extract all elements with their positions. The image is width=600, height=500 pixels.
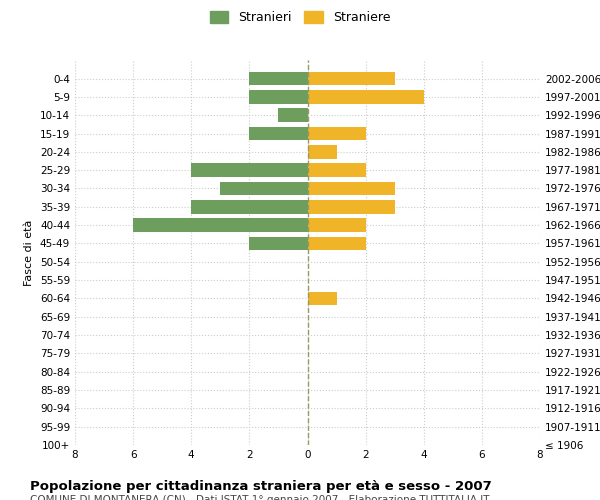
Bar [191,200,308,213]
Bar [278,108,308,122]
Bar [308,72,395,86]
Bar [250,236,308,250]
Bar [308,90,424,104]
Bar [308,292,337,306]
Bar [308,145,337,158]
Text: Popolazione per cittadinanza straniera per età e sesso - 2007: Popolazione per cittadinanza straniera p… [30,480,492,493]
Bar [191,164,308,177]
Bar [308,164,365,177]
Text: COMUNE DI MONTANERA (CN) - Dati ISTAT 1° gennaio 2007 - Elaborazione TUTTITALIA.: COMUNE DI MONTANERA (CN) - Dati ISTAT 1°… [30,495,490,500]
Bar [308,218,365,232]
Y-axis label: Fasce di età: Fasce di età [25,220,34,286]
Bar [250,72,308,86]
Bar [220,182,308,196]
Bar [308,236,365,250]
Bar [250,90,308,104]
Bar [308,182,395,196]
Bar [308,200,395,213]
Bar [133,218,308,232]
Bar [250,126,308,140]
Legend: Stranieri, Straniere: Stranieri, Straniere [205,6,395,29]
Bar [308,126,365,140]
